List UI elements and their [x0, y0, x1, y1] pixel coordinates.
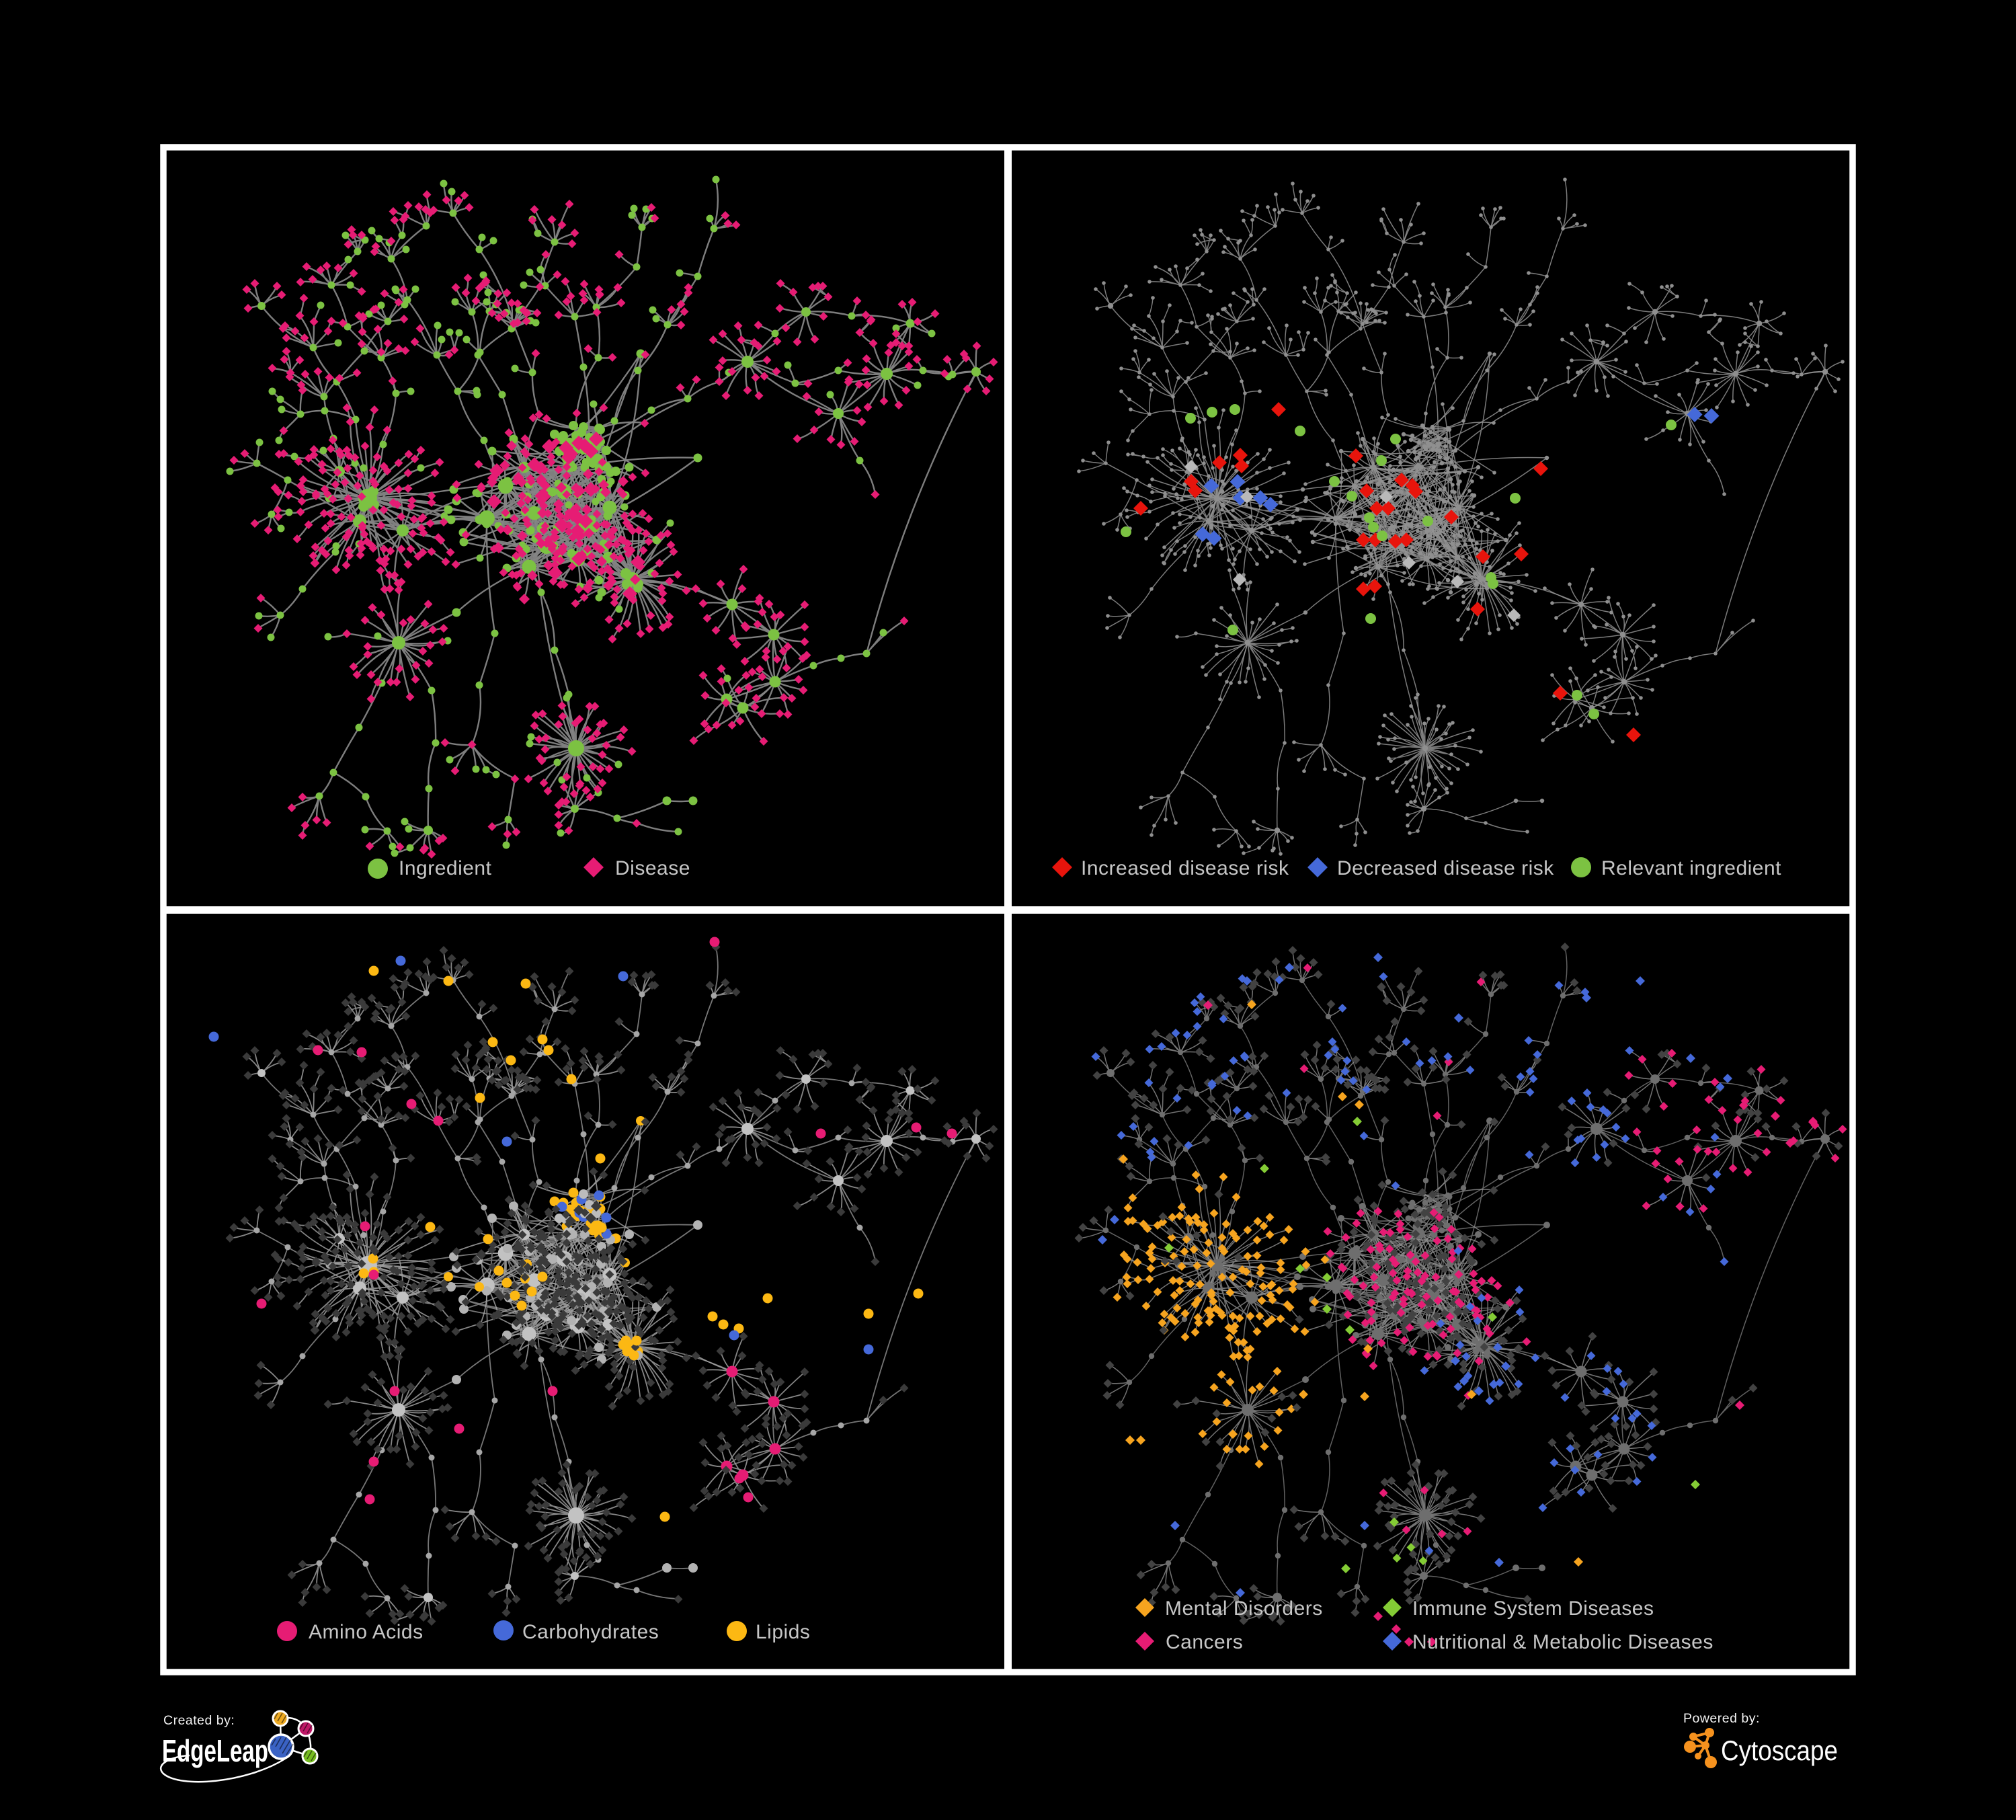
svg-text:Created by:: Created by:	[163, 1713, 235, 1728]
svg-text:Ingredient: Ingredient	[399, 857, 492, 879]
svg-text:Carbohydrates: Carbohydrates	[522, 1621, 659, 1643]
svg-text:Decreased disease risk: Decreased disease risk	[1337, 857, 1554, 879]
svg-text:Nutritional & Metabolic Diseas: Nutritional & Metabolic Diseases	[1412, 1631, 1713, 1653]
svg-text:Lipids: Lipids	[756, 1621, 810, 1643]
svg-text:Mental Disorders: Mental Disorders	[1165, 1597, 1323, 1620]
svg-text:Relevant ingredient: Relevant ingredient	[1601, 857, 1781, 879]
svg-text:Immune System Diseases: Immune System Diseases	[1412, 1597, 1654, 1620]
svg-text:Powered by:: Powered by:	[1683, 1711, 1760, 1726]
svg-text:EdgeLeap: EdgeLeap	[162, 1733, 268, 1768]
svg-text:Disease: Disease	[615, 857, 690, 879]
svg-text:Cytoscape: Cytoscape	[1721, 1735, 1838, 1766]
svg-text:Amino Acids: Amino Acids	[309, 1621, 424, 1643]
svg-text:Increased disease risk: Increased disease risk	[1081, 857, 1289, 879]
svg-text:Cancers: Cancers	[1166, 1631, 1243, 1653]
